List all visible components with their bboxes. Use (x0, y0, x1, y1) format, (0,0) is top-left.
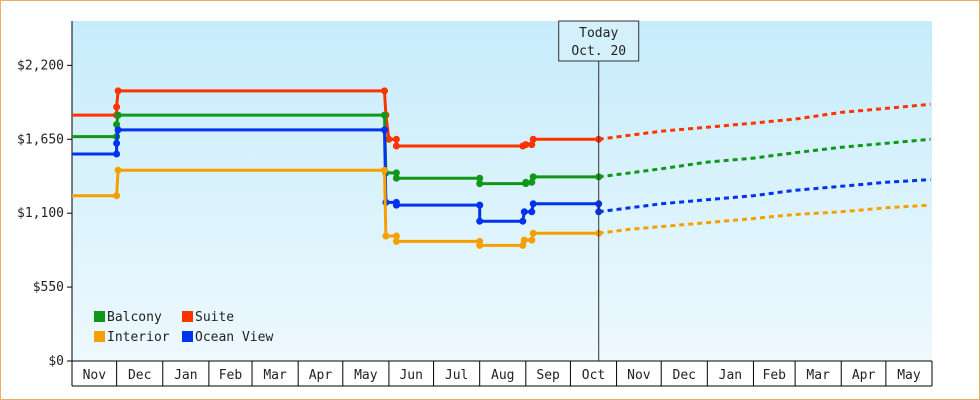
data-point (528, 208, 536, 216)
x-tick-label: Oct (582, 368, 605, 383)
data-point (113, 139, 121, 147)
series-interior-forecast (598, 203, 931, 235)
legend-swatch-balcony (94, 311, 105, 322)
data-point (528, 141, 536, 149)
data-point (476, 174, 484, 182)
legend-label-suite: Suite (195, 310, 234, 325)
data-point (392, 135, 400, 143)
data-point (476, 180, 484, 188)
today-marker: Today Oct. 20 (558, 20, 640, 361)
series-lines (72, 87, 931, 249)
data-point (114, 111, 122, 119)
x-tick-label: Dec (673, 368, 696, 383)
x-tick-label: Dec (128, 368, 151, 383)
data-point (520, 236, 528, 244)
legend-swatch-suite (182, 311, 193, 322)
legend-label-interior: Interior (107, 330, 170, 345)
data-point (522, 178, 530, 186)
data-point (392, 237, 400, 245)
x-tick-label: Nov (627, 368, 651, 383)
legend-swatch-ocean-view (182, 331, 193, 342)
x-tick-label: Apr (309, 368, 333, 383)
data-point (114, 126, 122, 134)
data-point (476, 201, 484, 209)
data-point (519, 241, 527, 249)
x-tick-label: Jul (445, 368, 468, 383)
x-tick-label: Jan (719, 368, 742, 383)
data-point (113, 103, 121, 111)
legend-label-balcony: Balcony (107, 310, 162, 325)
legend-swatch-interior (94, 331, 105, 342)
data-point (528, 178, 536, 186)
legend: Balcony Suite Interior Ocean View (94, 310, 273, 345)
series-ocean-view-forecast (598, 178, 931, 214)
y-tick-label: $550 (33, 280, 64, 295)
data-point (476, 241, 484, 249)
today-box (558, 20, 640, 62)
x-tick-label: May (897, 368, 921, 383)
data-point (392, 201, 400, 209)
x-tick-label: Jan (174, 368, 197, 383)
data-point (520, 208, 528, 216)
data-point (385, 135, 393, 143)
today-label: Today (579, 26, 618, 41)
x-tick-label: Apr (852, 368, 876, 383)
x-tick-label: Aug (491, 368, 514, 383)
x-tick-label: Feb (763, 368, 787, 383)
data-point (519, 217, 527, 225)
data-point (114, 166, 122, 174)
data-point (113, 192, 121, 200)
legend-label-ocean-view: Ocean View (195, 330, 273, 345)
data-point (476, 217, 484, 225)
data-point (529, 135, 537, 143)
series-balcony-forecast (598, 137, 931, 179)
data-point (392, 174, 400, 182)
data-point (522, 141, 530, 149)
axes: $0 $550 $1,100 $1,650 $2,200 Nov Dec Jan Feb Mar A… (17, 21, 933, 387)
data-point (381, 111, 388, 119)
today-date: Oct. 20 (571, 44, 626, 59)
data-point (381, 166, 388, 174)
data-point (392, 169, 400, 177)
x-tick-label: Jun (399, 368, 422, 383)
data-point (113, 150, 121, 158)
data-point (392, 232, 400, 240)
y-tick-label: $1,100 (17, 206, 64, 221)
series-suite-forecast (598, 102, 931, 141)
data-point (113, 121, 121, 128)
x-tick-label: May (354, 368, 378, 383)
data-point (529, 229, 537, 237)
data-point (529, 173, 537, 181)
data-point (114, 87, 122, 95)
data-point (392, 142, 400, 150)
data-point (528, 236, 536, 244)
data-point (381, 126, 388, 134)
data-point (381, 87, 388, 95)
data-point (529, 200, 537, 208)
data-point (382, 232, 390, 240)
x-tick-label: Feb (219, 368, 243, 383)
y-tick-label: $2,200 (17, 58, 64, 73)
y-tick-label: $0 (48, 354, 64, 369)
x-tick-label: Nov (83, 368, 107, 383)
x-tick-label: Sep (536, 368, 560, 383)
x-tick-label: Mar (806, 368, 830, 383)
x-tick-label: Mar (263, 368, 287, 383)
y-tick-label: $1,650 (17, 132, 64, 147)
